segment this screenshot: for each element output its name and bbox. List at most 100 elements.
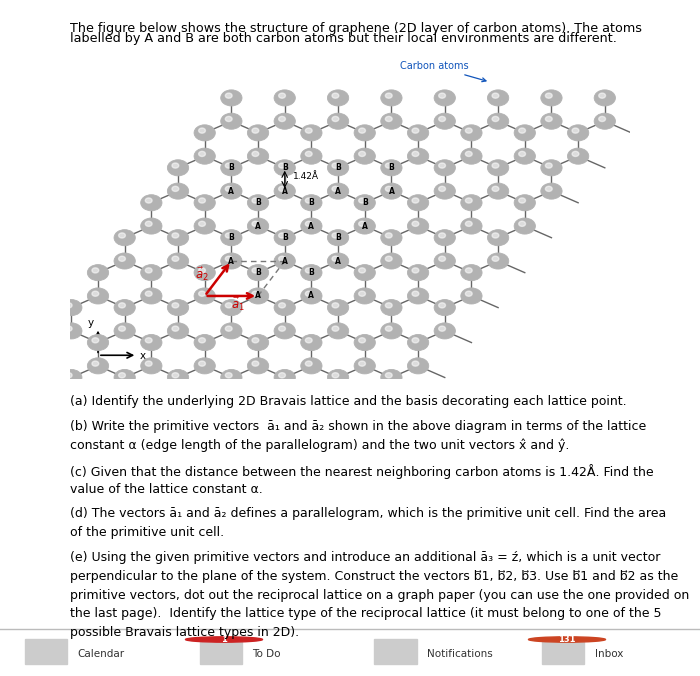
Circle shape bbox=[305, 268, 312, 273]
Text: A: A bbox=[362, 222, 368, 231]
Circle shape bbox=[167, 323, 189, 339]
Circle shape bbox=[466, 291, 472, 296]
Text: labelled by A and B are both carbon atoms but their local environments are diffe: labelled by A and B are both carbon atom… bbox=[70, 32, 617, 45]
Circle shape bbox=[118, 303, 125, 308]
Circle shape bbox=[305, 361, 312, 366]
Text: B: B bbox=[256, 268, 261, 277]
Circle shape bbox=[407, 218, 428, 234]
Circle shape bbox=[172, 256, 178, 262]
Circle shape bbox=[225, 116, 232, 122]
Circle shape bbox=[279, 256, 286, 262]
Circle shape bbox=[466, 198, 472, 203]
Circle shape bbox=[247, 218, 269, 234]
Circle shape bbox=[412, 128, 419, 133]
Circle shape bbox=[220, 160, 242, 176]
Circle shape bbox=[412, 291, 419, 296]
Circle shape bbox=[492, 163, 499, 168]
Text: 131: 131 bbox=[559, 635, 575, 644]
Circle shape bbox=[358, 151, 365, 156]
Circle shape bbox=[114, 253, 135, 269]
Circle shape bbox=[88, 335, 108, 351]
Circle shape bbox=[247, 358, 269, 374]
Circle shape bbox=[220, 183, 242, 199]
Circle shape bbox=[407, 358, 428, 374]
Circle shape bbox=[220, 323, 242, 339]
Text: B: B bbox=[228, 233, 235, 242]
Circle shape bbox=[225, 93, 232, 98]
Text: A: A bbox=[335, 256, 341, 266]
Circle shape bbox=[434, 113, 456, 129]
Bar bbox=[199, 639, 241, 664]
Circle shape bbox=[194, 288, 216, 304]
Text: x: x bbox=[140, 352, 146, 362]
Text: A: A bbox=[228, 187, 235, 195]
Circle shape bbox=[301, 125, 322, 141]
Circle shape bbox=[466, 221, 472, 226]
Circle shape bbox=[146, 268, 152, 273]
Bar bbox=[25, 639, 66, 664]
Text: (d) The vectors ā₁ and ā₂ defines a parallelogram, which is the primitive unit c: (d) The vectors ā₁ and ā₂ defines a para… bbox=[70, 507, 666, 520]
Circle shape bbox=[385, 233, 392, 238]
Text: B: B bbox=[335, 233, 341, 242]
Circle shape bbox=[381, 253, 402, 269]
Circle shape bbox=[328, 230, 349, 246]
Circle shape bbox=[220, 230, 242, 246]
Circle shape bbox=[146, 361, 152, 366]
Circle shape bbox=[461, 125, 482, 141]
Circle shape bbox=[274, 370, 295, 385]
Circle shape bbox=[172, 326, 178, 331]
Circle shape bbox=[279, 372, 286, 378]
Text: perpendicular to the plane of the system. Construct the vectors b⃗1, b⃗2, b⃗3. U: perpendicular to the plane of the system… bbox=[70, 570, 678, 583]
Text: 1.42Å: 1.42Å bbox=[293, 172, 319, 181]
Circle shape bbox=[199, 338, 205, 343]
Text: (c) Given that the distance between the nearest neighboring carbon atoms is 1.42: (c) Given that the distance between the … bbox=[70, 464, 654, 479]
Circle shape bbox=[385, 187, 392, 191]
Circle shape bbox=[61, 299, 82, 316]
Bar bbox=[542, 639, 584, 664]
Circle shape bbox=[528, 637, 606, 642]
Text: Notifications: Notifications bbox=[427, 649, 493, 659]
Circle shape bbox=[301, 358, 322, 374]
Circle shape bbox=[568, 125, 589, 141]
Circle shape bbox=[88, 264, 108, 281]
Circle shape bbox=[194, 358, 216, 374]
Bar bbox=[374, 639, 416, 664]
Circle shape bbox=[146, 291, 152, 296]
Circle shape bbox=[247, 148, 269, 164]
Text: To Do: To Do bbox=[252, 649, 281, 659]
Circle shape bbox=[385, 372, 392, 378]
Circle shape bbox=[412, 361, 419, 366]
Circle shape bbox=[412, 268, 419, 273]
Circle shape bbox=[301, 335, 322, 351]
Circle shape bbox=[225, 372, 232, 378]
Circle shape bbox=[279, 93, 286, 98]
Circle shape bbox=[274, 323, 295, 339]
Circle shape bbox=[568, 148, 589, 164]
Circle shape bbox=[381, 323, 402, 339]
Text: A: A bbox=[228, 256, 235, 266]
Text: A: A bbox=[309, 291, 314, 300]
Circle shape bbox=[92, 291, 99, 296]
Text: (e) Using the given primitive vectors and introduce an additional ā₃ = ź, which : (e) Using the given primitive vectors an… bbox=[70, 551, 660, 564]
Circle shape bbox=[252, 221, 259, 226]
Circle shape bbox=[545, 93, 552, 98]
Circle shape bbox=[194, 125, 216, 141]
Circle shape bbox=[172, 233, 178, 238]
Circle shape bbox=[279, 303, 286, 308]
Circle shape bbox=[167, 370, 189, 385]
Circle shape bbox=[407, 125, 428, 141]
Circle shape bbox=[225, 187, 232, 191]
Circle shape bbox=[354, 148, 375, 164]
Circle shape bbox=[487, 253, 509, 269]
Circle shape bbox=[199, 198, 205, 203]
Circle shape bbox=[492, 116, 499, 122]
Circle shape bbox=[487, 183, 509, 199]
Circle shape bbox=[354, 218, 375, 234]
Circle shape bbox=[252, 268, 259, 273]
Circle shape bbox=[114, 370, 135, 385]
Circle shape bbox=[541, 160, 562, 176]
Circle shape bbox=[594, 90, 615, 106]
Circle shape bbox=[598, 116, 606, 122]
Circle shape bbox=[434, 183, 456, 199]
Circle shape bbox=[332, 163, 339, 168]
